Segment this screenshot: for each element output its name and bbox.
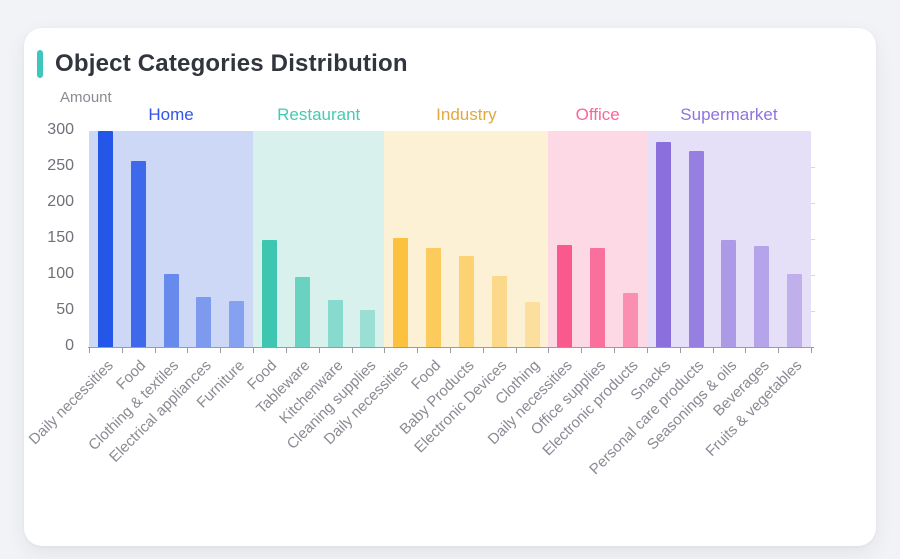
x-axis-tick	[89, 348, 90, 353]
y-tick-label-50: 50	[56, 301, 74, 318]
bar-industry-electronic-devices[interactable]	[491, 275, 507, 347]
x-axis-tick	[220, 348, 222, 353]
bar-supermarket-seasonings-oils[interactable]	[721, 240, 737, 347]
title-row: Object Categories Distribution	[37, 50, 408, 78]
x-axis-tick	[285, 348, 287, 353]
x-axis-line	[88, 347, 814, 348]
bar-industry-food[interactable]	[426, 247, 442, 347]
x-axis-tick	[679, 348, 681, 353]
group-label-restaurant: Restaurant	[277, 105, 361, 124]
x-axis-tick	[417, 348, 419, 353]
bar-restaurant-tableware[interactable]	[294, 277, 310, 347]
bar-home-clothing-textiles[interactable]	[163, 273, 179, 347]
y-tick-label-0: 0	[65, 337, 74, 354]
x-axis-tick	[614, 348, 616, 353]
y-tick-label-250: 250	[47, 157, 74, 174]
bar-supermarket-fruits-vegetables[interactable]	[787, 273, 803, 347]
chart-title: Object Categories Distribution	[55, 50, 408, 77]
x-axis-tick	[253, 348, 255, 353]
x-axis-tick	[646, 348, 648, 353]
x-axis-tick	[351, 348, 353, 353]
group-label-supermarket: Supermarket	[680, 105, 778, 124]
y-axis-name: Amount	[60, 89, 112, 106]
x-axis-tick	[548, 348, 550, 353]
x-axis-tick	[187, 348, 189, 353]
bar-home-furniture[interactable]	[229, 300, 245, 347]
y-tick-label-100: 100	[47, 265, 74, 282]
x-axis-tick	[318, 348, 320, 353]
bar-restaurant-food[interactable]	[262, 240, 277, 347]
bar-industry-daily-necessities[interactable]	[393, 238, 409, 347]
x-axis-tick	[811, 348, 812, 353]
bar-restaurant-kitchenware[interactable]	[327, 300, 343, 347]
x-axis-tick	[482, 348, 484, 353]
group-label-office: Office	[575, 105, 620, 124]
bar-supermarket-beverages[interactable]	[754, 246, 770, 347]
right-axis-tick	[811, 275, 815, 276]
x-axis-tick	[712, 348, 714, 353]
x-axis-tick	[450, 348, 451, 353]
chart-card: Object Categories Distribution Amount Ho…	[24, 28, 876, 546]
y-tick-label-200: 200	[47, 193, 74, 210]
bar-home-food[interactable]	[130, 161, 146, 347]
y-tick-label-150: 150	[47, 229, 74, 246]
bar-industry-clothing[interactable]	[524, 301, 540, 347]
bar-home-daily-necessities[interactable]	[97, 131, 113, 347]
bar-restaurant-cleaning-supplies[interactable]	[360, 310, 376, 347]
x-axis-tick	[515, 348, 517, 353]
x-axis-tick	[154, 348, 156, 353]
bar-supermarket-snacks[interactable]	[655, 141, 671, 347]
right-axis-tick	[811, 203, 815, 204]
x-axis-tick	[581, 348, 583, 353]
bar-supermarket-personal-care-products[interactable]	[688, 151, 704, 347]
x-axis-tick	[778, 348, 780, 353]
right-axis-tick	[811, 311, 815, 312]
x-axis-tick	[121, 348, 123, 353]
bar-home-electrical-appliances[interactable]	[196, 297, 212, 347]
bar-office-electronic-products[interactable]	[623, 293, 638, 347]
x-axis-tick	[745, 348, 747, 353]
bar-industry-baby-products[interactable]	[458, 256, 474, 347]
plot-area: Home Restaurant Industry Office Supermarket …	[25, 105, 815, 478]
y-tick-label-300: 300	[47, 121, 74, 138]
title-accent-bar	[37, 50, 43, 78]
group-label-home: Home	[148, 105, 194, 124]
right-axis-tick	[811, 239, 815, 240]
bar-office-daily-necessities[interactable]	[557, 244, 573, 347]
x-axis-tick	[384, 348, 386, 353]
bar-office-office-supplies[interactable]	[590, 247, 606, 347]
group-label-industry: Industry	[436, 105, 497, 124]
right-axis-tick	[811, 167, 815, 168]
